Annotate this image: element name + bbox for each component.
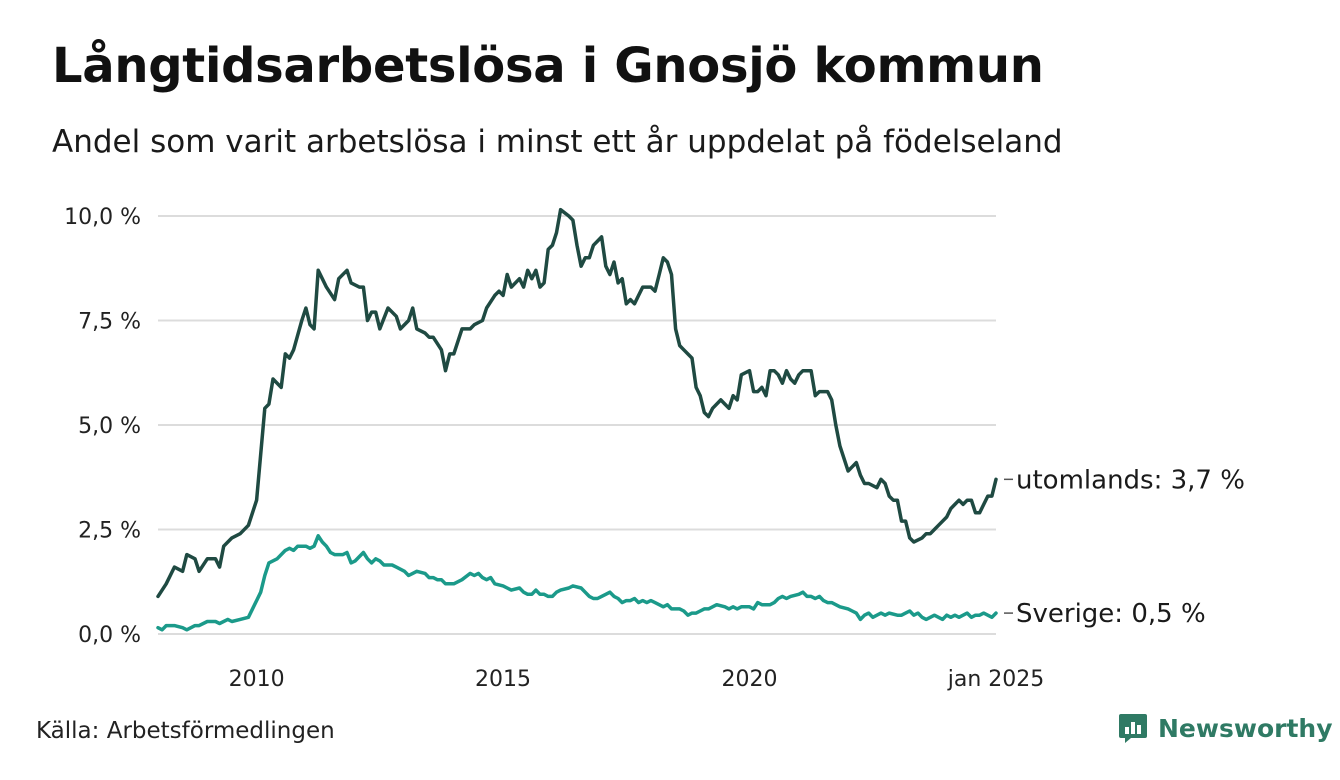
brand-logo[interactable]: Newsworthy <box>1118 712 1333 744</box>
y-tick-label: 5,0 % <box>78 414 141 439</box>
series-end-labels: utomlands: 3,7 % Sverige: 0,5 % <box>1004 465 1245 629</box>
series-line-sverige <box>156 534 998 632</box>
x-tick-label: 2010 <box>229 667 285 692</box>
y-tick-label: 7,5 % <box>78 310 141 335</box>
series-line-utomlands <box>156 207 998 599</box>
chart-title: Långtidsarbetslösa i Gnosjö kommun <box>52 38 1044 94</box>
y-tick-label: 0,0 % <box>78 623 141 648</box>
grid-lines <box>158 215 996 635</box>
end-label-sverige: Sverige: 0,5 % <box>1016 599 1206 629</box>
y-axis-labels: 0,0 % 2,5 % 5,0 % 7,5 % 10,0 % <box>64 205 141 648</box>
y-tick-label: 2,5 % <box>78 519 141 544</box>
brand-name: Newsworthy <box>1158 713 1333 743</box>
x-tick-label: jan 2025 <box>947 667 1045 692</box>
chart-subtitle: Andel som varit arbetslösa i minst ett å… <box>52 124 1063 160</box>
source-note: Källa: Arbetsförmedlingen <box>36 718 335 744</box>
newsworthy-logo-icon <box>1119 714 1147 743</box>
x-axis-labels: 2010 2015 2020 jan 2025 <box>229 667 1045 692</box>
series-lines <box>156 207 998 632</box>
end-label-utomlands: utomlands: 3,7 % <box>1016 465 1245 495</box>
y-tick-label: 10,0 % <box>64 205 141 230</box>
x-tick-label: 2015 <box>475 667 531 692</box>
x-tick-label: 2020 <box>722 667 778 692</box>
